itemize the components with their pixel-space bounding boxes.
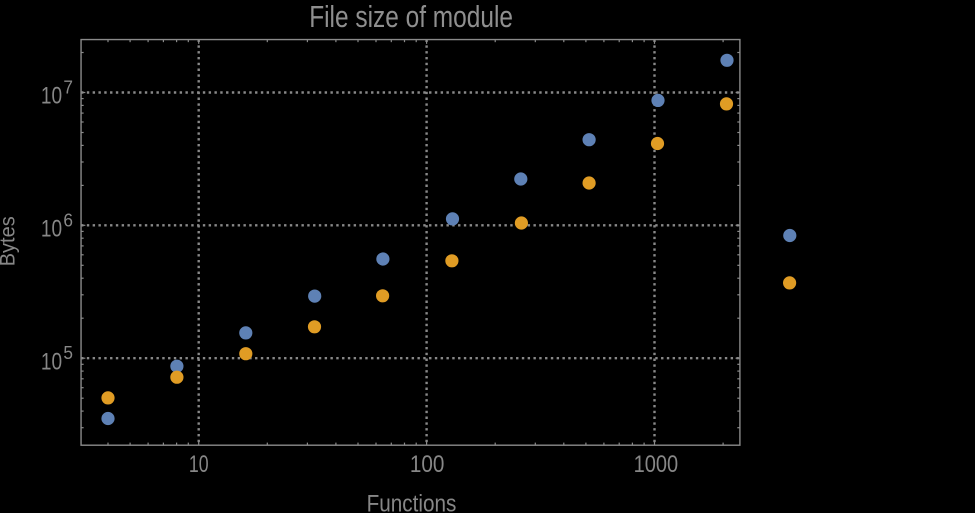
svg-text:100: 100 (410, 451, 445, 478)
svg-text:Functions: Functions (367, 491, 457, 513)
svg-text:Bytes: Bytes (0, 216, 20, 266)
svg-text:6: 6 (63, 210, 73, 230)
svg-text:10: 10 (41, 216, 62, 243)
svg-text:10: 10 (41, 83, 62, 110)
svg-text:File size of module: File size of module (309, 0, 513, 34)
svg-text:5: 5 (63, 343, 73, 363)
svg-text:7: 7 (63, 77, 73, 97)
svg-text:10: 10 (189, 451, 209, 478)
svg-text:1000: 1000 (634, 451, 679, 478)
svg-text:10: 10 (41, 348, 62, 375)
